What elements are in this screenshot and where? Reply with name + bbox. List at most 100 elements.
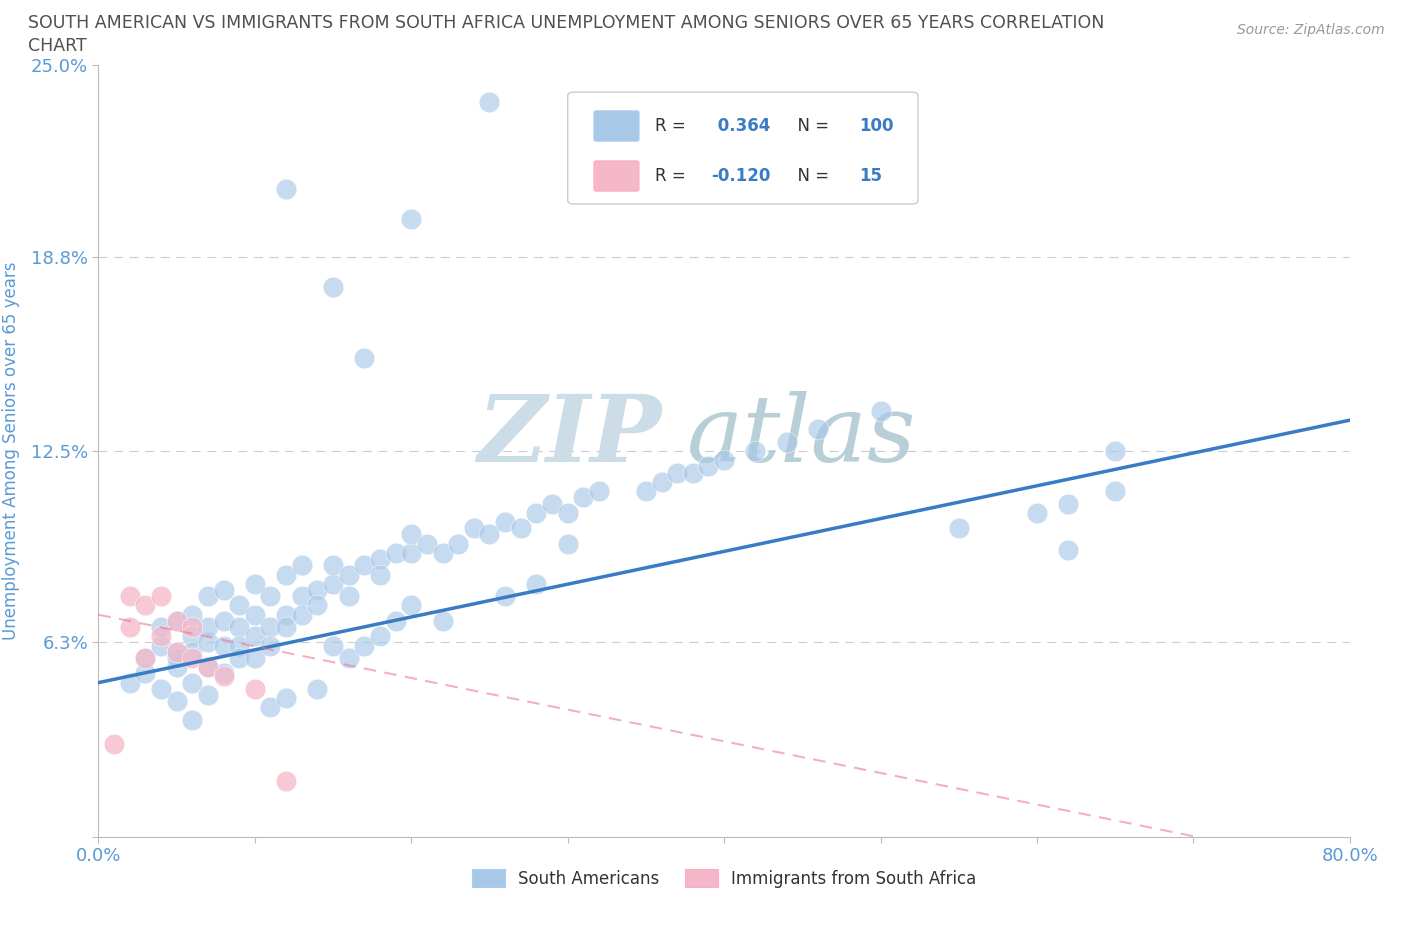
Point <box>274 607 298 622</box>
Point <box>666 465 689 480</box>
Point <box>1057 496 1080 511</box>
FancyBboxPatch shape <box>593 111 638 141</box>
Point <box>181 675 204 690</box>
Point <box>401 598 423 613</box>
Text: N =: N = <box>787 117 834 135</box>
FancyBboxPatch shape <box>593 161 638 192</box>
Point <box>197 687 219 702</box>
Point <box>259 589 281 604</box>
Point <box>181 712 204 727</box>
Point <box>557 537 579 551</box>
Point <box>181 619 204 634</box>
Point <box>212 614 235 629</box>
Point <box>150 589 173 604</box>
Point <box>368 629 391 644</box>
Point <box>181 650 204 665</box>
Point <box>401 527 423 542</box>
Point <box>259 700 281 715</box>
Point <box>118 619 141 634</box>
Point <box>368 551 391 566</box>
Point <box>103 737 125 751</box>
Point <box>494 589 516 604</box>
Point <box>322 280 344 295</box>
Point <box>1104 484 1126 498</box>
Point <box>494 514 516 529</box>
Point <box>118 589 141 604</box>
Point <box>447 537 470 551</box>
Text: N =: N = <box>787 167 834 185</box>
Point <box>322 558 344 573</box>
Point <box>150 682 173 697</box>
Point <box>432 614 454 629</box>
Point <box>572 490 595 505</box>
Point <box>228 598 250 613</box>
Point <box>150 638 173 653</box>
Point <box>243 629 266 644</box>
Point <box>869 404 891 418</box>
Point <box>401 546 423 561</box>
Point <box>1057 542 1080 557</box>
Point <box>212 582 235 597</box>
Point <box>181 629 204 644</box>
Point <box>588 484 610 498</box>
Point <box>384 614 406 629</box>
Text: SOUTH AMERICAN VS IMMIGRANTS FROM SOUTH AFRICA UNEMPLOYMENT AMONG SENIORS OVER 6: SOUTH AMERICAN VS IMMIGRANTS FROM SOUTH … <box>28 14 1105 32</box>
Point <box>353 558 375 573</box>
Point <box>291 607 314 622</box>
Point <box>243 650 266 665</box>
Point <box>118 675 141 690</box>
Point <box>274 619 298 634</box>
Point <box>150 619 173 634</box>
Point <box>228 638 250 653</box>
Point <box>274 691 298 706</box>
Point <box>776 434 799 449</box>
Point <box>166 644 188 659</box>
Point <box>416 537 439 551</box>
Point <box>478 95 501 110</box>
Point <box>744 444 766 458</box>
Point <box>197 635 219 650</box>
Point <box>259 619 281 634</box>
Text: R =: R = <box>655 117 692 135</box>
FancyBboxPatch shape <box>568 92 918 204</box>
Point <box>197 659 219 674</box>
Point <box>1104 444 1126 458</box>
Point <box>337 650 360 665</box>
Point <box>463 521 485 536</box>
Point <box>166 644 188 659</box>
Text: -0.120: -0.120 <box>711 167 770 185</box>
Point <box>166 694 188 709</box>
Point <box>181 607 204 622</box>
Point <box>212 666 235 681</box>
Point <box>228 650 250 665</box>
Point <box>243 682 266 697</box>
Text: CHART: CHART <box>28 37 87 55</box>
Point <box>181 644 204 659</box>
Point <box>259 638 281 653</box>
Point <box>337 567 360 582</box>
Text: R =: R = <box>655 167 692 185</box>
Point <box>634 484 657 498</box>
Point <box>134 650 156 665</box>
Point <box>557 505 579 520</box>
Point <box>353 351 375 365</box>
Text: 15: 15 <box>859 167 882 185</box>
Point <box>478 527 501 542</box>
Text: Source: ZipAtlas.com: Source: ZipAtlas.com <box>1237 23 1385 37</box>
Point <box>134 666 156 681</box>
Text: ZIP: ZIP <box>477 391 661 481</box>
Point <box>807 422 830 437</box>
Point <box>337 589 360 604</box>
Point <box>291 558 314 573</box>
Point <box>353 638 375 653</box>
Point <box>134 598 156 613</box>
Point <box>150 629 173 644</box>
Point <box>166 614 188 629</box>
Point <box>291 589 314 604</box>
Text: 0.364: 0.364 <box>711 117 770 135</box>
Point <box>432 546 454 561</box>
Point <box>1026 505 1049 520</box>
Point <box>682 465 704 480</box>
Point <box>368 567 391 582</box>
Point <box>243 577 266 591</box>
